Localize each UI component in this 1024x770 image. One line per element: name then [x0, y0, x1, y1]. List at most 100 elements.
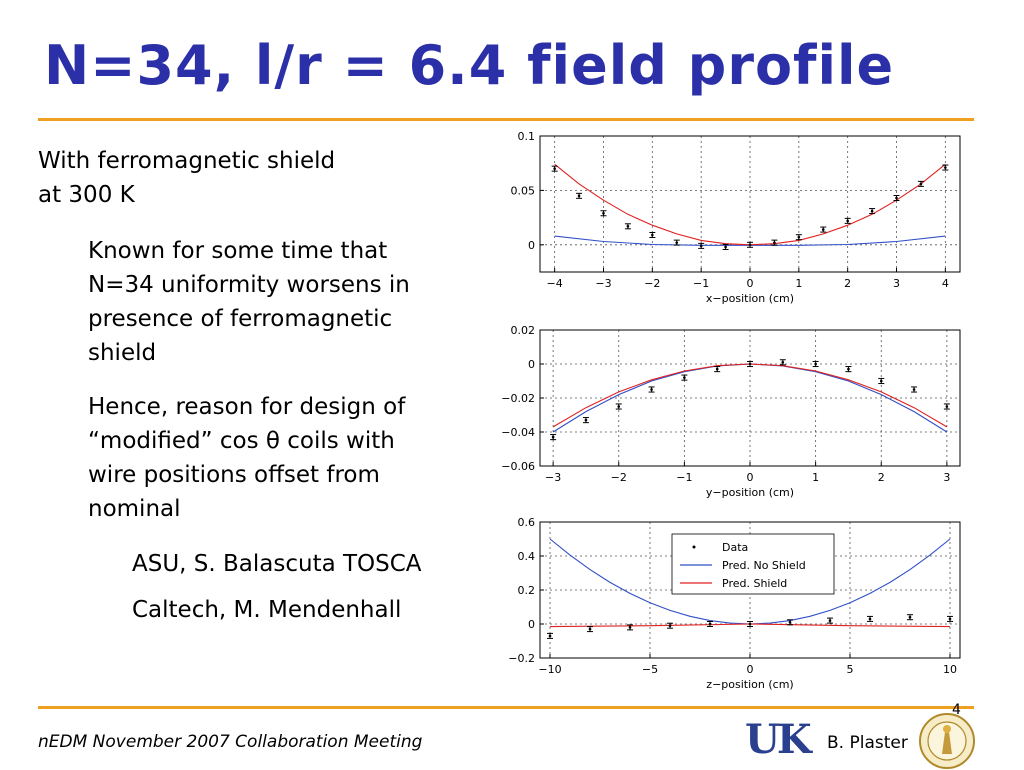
footer-meeting: nEDM November 2007 Collaboration Meeting	[38, 732, 423, 752]
x-tick-label: 0	[747, 471, 754, 484]
data-point	[617, 405, 621, 408]
x-tick-label: −3	[545, 471, 561, 484]
data-point	[773, 241, 776, 244]
data-point	[626, 225, 630, 228]
data-point	[724, 245, 727, 249]
x-tick-label: 4	[942, 277, 949, 290]
data-point	[788, 621, 792, 624]
data-point	[551, 435, 555, 439]
x-axis-label: x−position (cm)	[706, 292, 794, 305]
x-tick-label: 10	[943, 663, 957, 676]
data-point	[588, 627, 592, 631]
intro-line: at 300 K	[38, 182, 135, 208]
x-tick-label: 0	[747, 663, 754, 676]
data-point	[748, 362, 752, 366]
x-tick-label: −4	[547, 277, 563, 290]
x-tick-label: −1	[676, 471, 692, 484]
data-point	[895, 196, 898, 200]
data-point	[879, 379, 883, 383]
intro-line: With ferromagnetic shield	[38, 148, 336, 174]
y-tick-label: 0	[528, 239, 535, 252]
y-tick-label: 0.4	[518, 550, 536, 563]
data-point	[708, 622, 712, 626]
data-point	[683, 376, 686, 379]
footer-divider	[38, 706, 974, 709]
bullet-line: shield	[88, 340, 157, 366]
data-point	[908, 615, 912, 619]
data-point	[748, 622, 752, 626]
data-point	[846, 219, 849, 223]
data-point	[715, 367, 719, 371]
y-tick-label: 0	[528, 618, 535, 631]
slide-title: N=34, l/r = 6.4 field profile	[44, 34, 895, 97]
sub-bullets: ASU, S. Balascuta TOSCA Caltech, M. Mend…	[132, 541, 492, 633]
bullet-line: N=34 uniformity worsens in	[88, 272, 410, 298]
data-point	[675, 241, 679, 244]
x-tick-label: 1	[812, 471, 819, 484]
x-tick-label: 3	[943, 471, 950, 484]
x-tick-label: −2	[644, 277, 660, 290]
x-tick-label: 2	[844, 277, 851, 290]
legend-box	[671, 533, 835, 595]
x-tick-label: 3	[893, 277, 900, 290]
sub-bullet-caltech: Caltech, M. Mendenhall	[132, 597, 402, 623]
data-point	[548, 634, 552, 638]
chart-panel-2: −3 −2 −1 0 1 2 3 −0.06 −0.04 −0.02 0 0.02 y−position…	[501, 324, 961, 499]
data-point	[668, 624, 672, 627]
y-tick-label: 0.6	[518, 516, 536, 529]
data-point	[577, 194, 581, 198]
data-point	[602, 211, 605, 215]
bullet-hence: Hence, reason for design of “modified” c…	[88, 390, 488, 526]
y-tick-label: 0.05	[511, 184, 536, 197]
x-tick-label: −2	[611, 471, 627, 484]
legend-data-marker	[692, 545, 696, 549]
data-point	[821, 228, 825, 231]
uk-logo: UK	[745, 716, 812, 763]
y-tick-label: 0.02	[511, 324, 536, 337]
data-point	[553, 167, 556, 170]
x-axis-label: z−position (cm)	[706, 678, 793, 691]
data-point	[651, 233, 654, 237]
legend-entry: Pred. Shield	[722, 577, 787, 590]
chart-panel-3: −10 −5 0 5 10 −0.2 0 0.2 0.4 0.6 z−position (cm) Da…	[508, 516, 961, 691]
data-point	[847, 367, 850, 371]
y-tick-label: 0.2	[518, 584, 536, 597]
legend-entry: Data	[722, 541, 748, 554]
data-point	[748, 243, 752, 247]
y-tick-label: 0.1	[518, 130, 536, 143]
x-axis-label: y−position (cm)	[706, 486, 794, 499]
chart-panel-1: −4 −3 −2 −1 0 1 2 3 4 0 0.05 0.1 x−position (cm)	[511, 130, 961, 305]
y-tick-label: −0.2	[508, 652, 535, 665]
data-point	[699, 244, 703, 248]
x-tick-label: −3	[595, 277, 611, 290]
x-tick-label: 1	[795, 277, 802, 290]
data-point	[650, 388, 653, 391]
x-tick-label: −1	[693, 277, 709, 290]
legend-entry: Pred. No Shield	[722, 559, 806, 572]
data-point	[797, 235, 801, 239]
data-point	[828, 619, 832, 622]
x-tick-label: −10	[538, 663, 561, 676]
data-point	[868, 617, 872, 621]
x-tick-label: 0	[747, 277, 754, 290]
bullet-line: Hence, reason for design of	[88, 394, 406, 420]
data-point	[781, 361, 785, 364]
title-divider	[38, 118, 974, 121]
y-tick-label: 0	[528, 358, 535, 371]
bullet-line: presence of ferromagnetic	[88, 306, 393, 332]
y-tick-label: −0.06	[501, 460, 535, 473]
data-point	[628, 626, 632, 629]
data-point	[912, 388, 916, 391]
caltech-seal-icon	[919, 713, 975, 769]
bullet-line: nominal	[88, 496, 181, 522]
x-tick-label: 5	[847, 663, 854, 676]
bullet-known: Known for some time that N=34 uniformity…	[88, 234, 488, 370]
data-point	[814, 362, 817, 366]
data-point	[944, 166, 947, 169]
bullet-line: wire positions offset from	[88, 462, 380, 488]
footer-author: B. Plaster	[827, 733, 908, 753]
y-tick-label: −0.02	[501, 392, 535, 405]
page-number: 4	[952, 702, 961, 718]
x-tick-label: −5	[642, 663, 658, 676]
data-point	[584, 418, 588, 422]
